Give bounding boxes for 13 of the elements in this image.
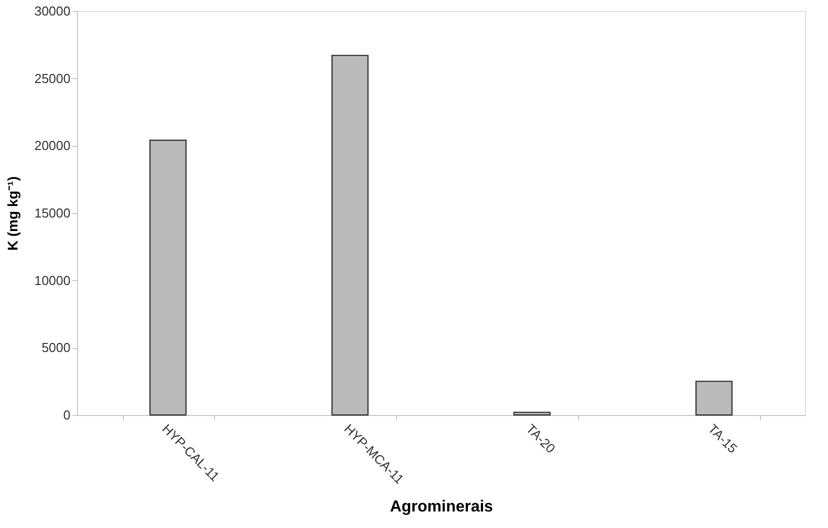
bar [331,54,369,416]
y-axis-title: K (mg kg⁻¹) [4,176,20,251]
y-tick-label: 20000 [34,138,70,154]
bar [695,380,733,416]
y-tick-label: 25000 [34,70,70,86]
y-tick-label: 10000 [34,272,70,288]
bar [513,412,551,416]
y-tick-label: 30000 [34,4,70,18]
y-tick-label: 5000 [42,340,70,356]
bar [149,140,187,416]
x-axis-title: Agrominerais [390,498,494,516]
y-tick-label: 0 [63,408,70,422]
y-tick-label: 15000 [34,206,70,220]
